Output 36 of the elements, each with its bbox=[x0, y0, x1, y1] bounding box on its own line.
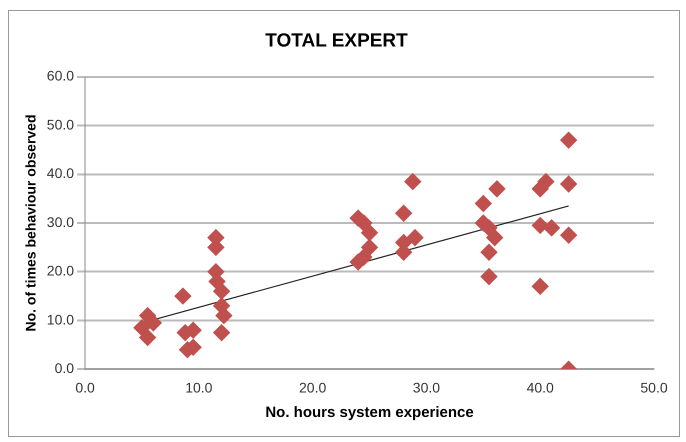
point bbox=[560, 132, 578, 149]
y-tick-label: 30.0 bbox=[46, 214, 74, 230]
x-tick-label: 40.0 bbox=[526, 379, 554, 396]
point bbox=[213, 324, 230, 342]
point bbox=[480, 244, 498, 261]
y-tick-label: 0.0 bbox=[54, 360, 74, 376]
point bbox=[474, 195, 492, 212]
point bbox=[139, 329, 156, 346]
point bbox=[406, 229, 424, 246]
y-tick-label: 60.0 bbox=[46, 68, 74, 84]
y-tick-label: 40.0 bbox=[46, 165, 74, 182]
point bbox=[213, 282, 230, 300]
y-tick-label: 10.0 bbox=[46, 311, 74, 328]
y-tick-label: 50.0 bbox=[46, 116, 74, 132]
point bbox=[174, 288, 192, 305]
point bbox=[560, 176, 578, 193]
point bbox=[488, 180, 506, 198]
point bbox=[486, 229, 504, 246]
x-tick-label: 20.0 bbox=[299, 379, 326, 396]
x-tick-label: 30.0 bbox=[412, 379, 440, 396]
point bbox=[480, 268, 498, 286]
chart-title: TOTAL EXPERT bbox=[265, 30, 408, 52]
point bbox=[361, 224, 378, 242]
y-axis-title: No. of times behaviour observed bbox=[22, 114, 38, 332]
x-tick-label: 10.0 bbox=[185, 379, 213, 396]
x-tick-label: 50.0 bbox=[640, 379, 668, 396]
point bbox=[133, 319, 150, 336]
point bbox=[404, 173, 422, 190]
point bbox=[560, 226, 578, 244]
x-axis-title: No. hours system experience bbox=[265, 404, 474, 422]
point bbox=[532, 278, 549, 295]
y-tick-label: 20.0 bbox=[46, 262, 74, 279]
x-tick-label: 0.0 bbox=[75, 379, 95, 396]
point bbox=[361, 238, 378, 256]
point bbox=[395, 204, 412, 222]
point bbox=[543, 219, 560, 236]
